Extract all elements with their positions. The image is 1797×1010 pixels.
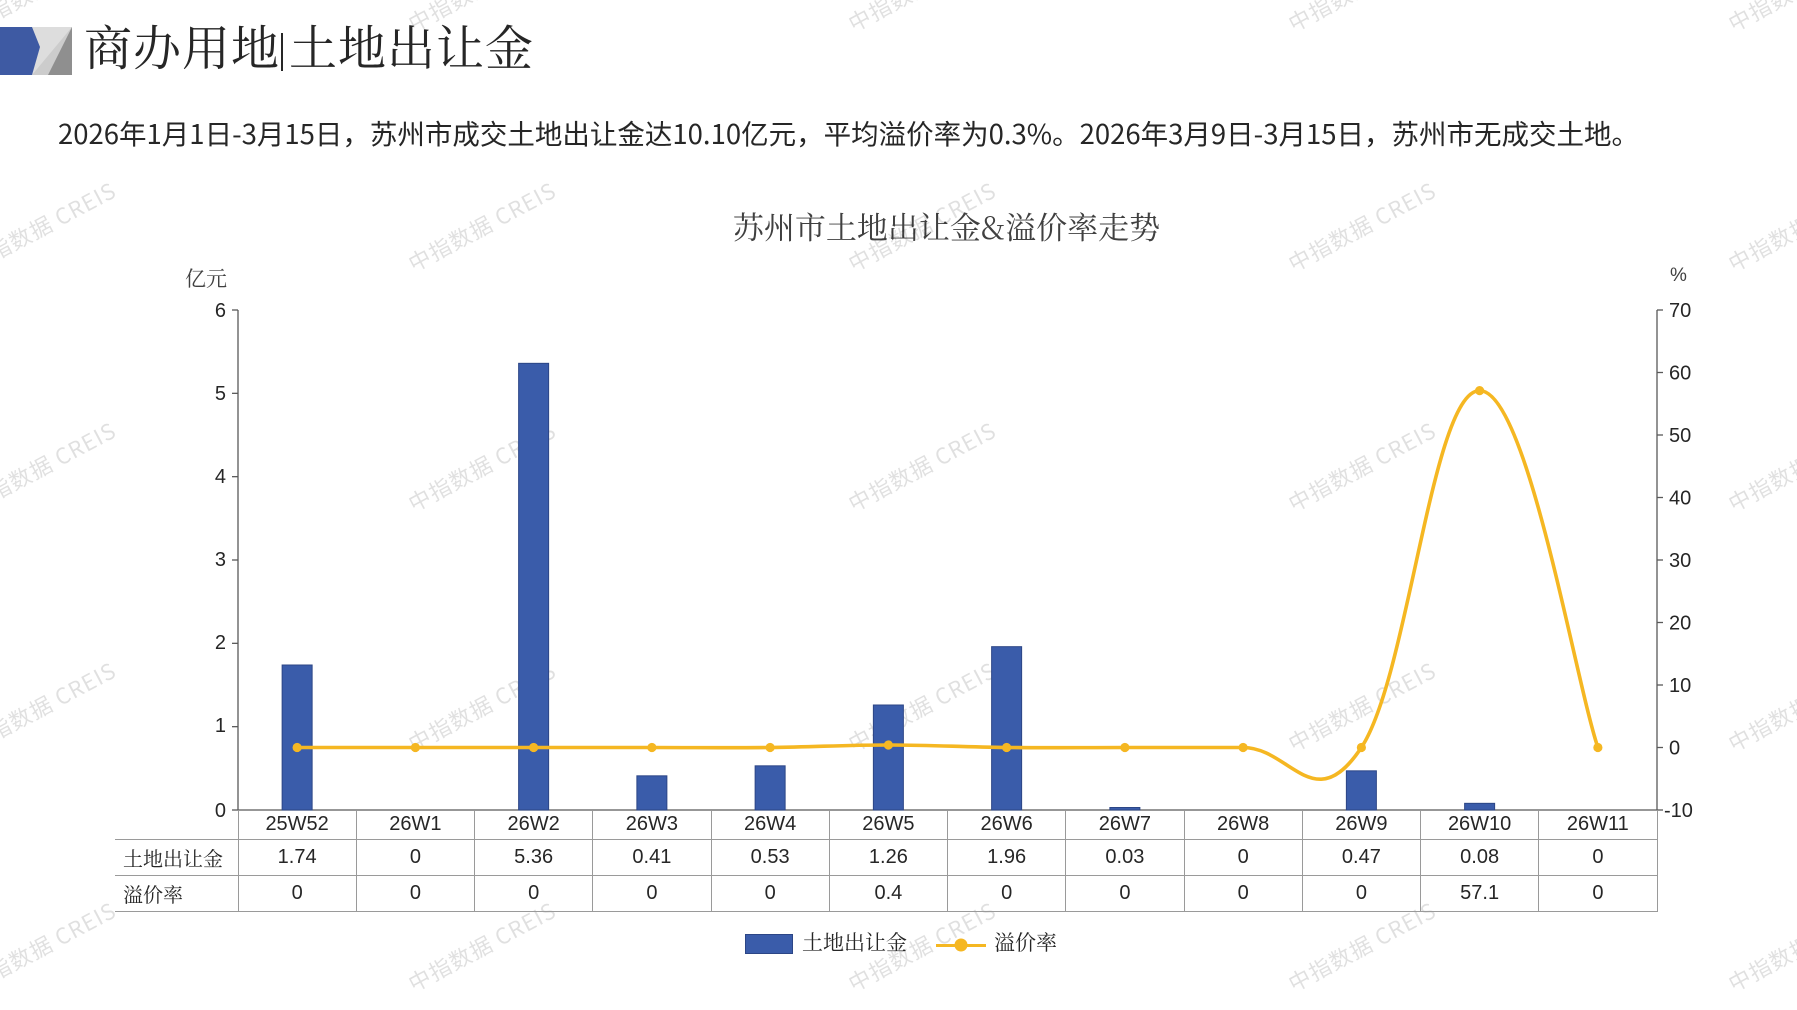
svg-text:70: 70: [1669, 300, 1691, 322]
svg-text:-10: -10: [1664, 800, 1693, 822]
svg-text:6: 6: [215, 300, 226, 322]
svg-text:2: 2: [215, 632, 226, 654]
svg-text:4: 4: [215, 466, 226, 488]
svg-text:3: 3: [215, 549, 226, 571]
svg-text:20: 20: [1669, 613, 1691, 635]
svg-text:5: 5: [215, 383, 226, 405]
svg-text:40: 40: [1669, 488, 1691, 510]
svg-text:10: 10: [1669, 675, 1691, 697]
svg-text:50: 50: [1669, 425, 1691, 447]
svg-text:60: 60: [1669, 363, 1691, 385]
svg-text:1: 1: [215, 715, 226, 737]
svg-text:0: 0: [1669, 738, 1680, 760]
svg-text:30: 30: [1669, 550, 1691, 572]
